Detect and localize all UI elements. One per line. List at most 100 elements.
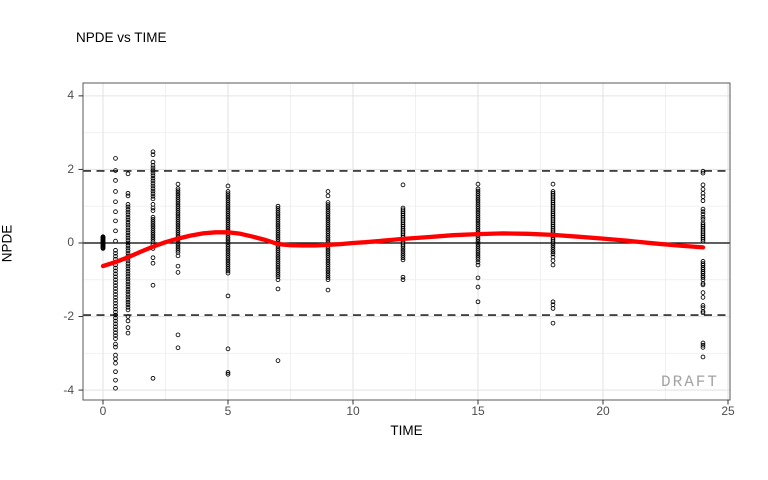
- npde-point: [125, 284, 131, 290]
- npde-point: [700, 214, 706, 220]
- npde-point: [275, 236, 281, 242]
- npde-point: [175, 201, 181, 207]
- npde-point: [325, 273, 331, 278]
- npde-point: [125, 314, 131, 319]
- npde-point: [175, 195, 181, 200]
- y-tick-label: 4: [67, 88, 74, 103]
- npde-point: [150, 234, 156, 240]
- npde-point: [175, 199, 181, 205]
- npde-point: [125, 193, 131, 199]
- npde-point: [325, 270, 331, 276]
- npde-point: [125, 190, 131, 196]
- npde-point: [325, 259, 331, 265]
- npde-point: [113, 250, 118, 256]
- npde-point: [275, 274, 281, 280]
- npde-point: [150, 208, 156, 213]
- npde-point: [225, 259, 231, 265]
- npde-point: [125, 238, 131, 243]
- npde-point: [175, 221, 181, 227]
- npde-point: [275, 286, 281, 292]
- npde-point: [150, 188, 156, 194]
- npde-point: [125, 268, 131, 274]
- npde-point: [700, 309, 706, 314]
- npde-point: [275, 265, 281, 271]
- npde-point: [175, 203, 181, 209]
- npde-point: [325, 235, 331, 241]
- npde-point: [275, 259, 281, 264]
- npde-point: [225, 239, 231, 245]
- npde-point: [275, 206, 281, 211]
- npde-point: [125, 214, 131, 220]
- npde-point: [113, 189, 118, 194]
- npde-point: [475, 248, 481, 254]
- npde-point: [325, 193, 331, 199]
- npde-point: [175, 223, 181, 229]
- npde-point: [175, 263, 181, 269]
- npde-point: [475, 188, 481, 194]
- npde-point: [125, 171, 131, 177]
- npde-point: [475, 219, 481, 225]
- x-tick-label: 10: [346, 404, 360, 418]
- npde-point: [113, 300, 118, 306]
- npde-point: [225, 204, 231, 210]
- npde-point: [125, 202, 131, 207]
- npde-point: [400, 274, 406, 280]
- loess-smooth-line: [100, 230, 706, 269]
- npde-point: [225, 244, 231, 249]
- npde-point: [700, 281, 706, 286]
- npde-point: [550, 247, 556, 252]
- npde-point: [113, 199, 118, 205]
- npde-point: [475, 186, 481, 192]
- npde-point: [175, 219, 181, 224]
- npde-point: [275, 223, 281, 229]
- npde-point: [125, 263, 131, 269]
- npde-point: [150, 191, 156, 197]
- npde-point: [275, 267, 281, 273]
- npde-point: [125, 227, 131, 233]
- npde-point: [225, 346, 231, 352]
- npde-point: [150, 170, 156, 176]
- npde-point: [175, 270, 181, 275]
- npde-point: [225, 189, 231, 194]
- npde-point: [125, 245, 131, 251]
- npde-point: [550, 299, 556, 305]
- npde-point: [113, 327, 118, 333]
- x-tick-label: 20: [596, 404, 610, 418]
- npde-point: [325, 213, 331, 219]
- npde-point: [550, 242, 556, 248]
- npde-point: [113, 265, 118, 271]
- npde-point: [475, 199, 481, 205]
- npde-point: [175, 225, 181, 231]
- npde-point: [125, 274, 131, 279]
- npde-point: [550, 245, 556, 250]
- npde-point: [400, 253, 406, 258]
- npde-point: [475, 239, 481, 245]
- npde-point: [325, 250, 331, 256]
- npde-point: [125, 220, 131, 225]
- npde-point: [225, 370, 231, 375]
- npde-point: [225, 191, 231, 197]
- x-axis-title: TIME: [390, 423, 423, 438]
- npde-point: [700, 198, 706, 204]
- npde-point: [325, 275, 331, 280]
- npde-point: [113, 168, 118, 173]
- npde-point: [225, 200, 231, 205]
- npde-point: [150, 223, 156, 229]
- npde-point: [325, 211, 331, 216]
- npde-point: [125, 271, 131, 277]
- npde-point: [700, 217, 706, 222]
- npde-point: [125, 325, 131, 330]
- npde-point: [125, 204, 131, 210]
- npde-point: [113, 268, 118, 274]
- npde-point: [700, 236, 706, 242]
- npde-point: [113, 341, 118, 347]
- npde-point: [700, 209, 706, 215]
- npde-point: [175, 345, 181, 351]
- npde-point: [175, 208, 181, 213]
- npde-point: [275, 225, 281, 231]
- npde-point: [225, 242, 231, 247]
- npde-point: [175, 228, 181, 233]
- npde-point: [325, 209, 331, 214]
- npde-point: [125, 209, 131, 215]
